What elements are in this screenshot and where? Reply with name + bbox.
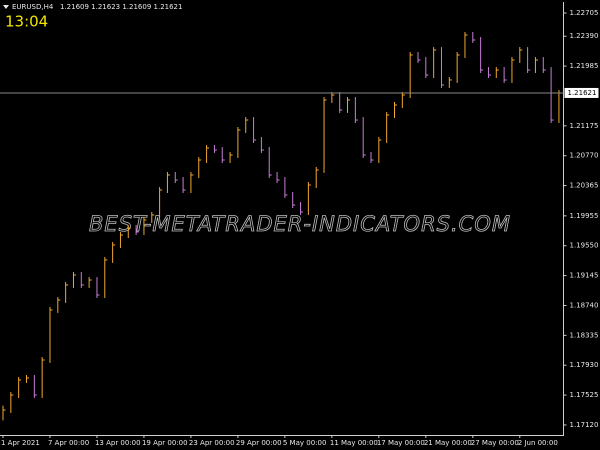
x-tick-label: 17 May 00:00 [377, 439, 425, 447]
price-label-box [564, 87, 599, 98]
y-tick-label: 1.21175 [570, 122, 599, 130]
price-label: 1.21621 [568, 89, 597, 97]
y-tick-label: 1.17120 [570, 421, 599, 429]
x-tick-label: 13 Apr 00:00 [95, 439, 141, 447]
x-tick-label: 21 May 00:00 [424, 439, 472, 447]
y-tick-label: 1.20770 [570, 152, 599, 160]
x-tick-label: 1 Apr 2021 [1, 439, 40, 447]
x-tick-label: 11 May 00:00 [330, 439, 378, 447]
y-tick-label: 1.17930 [570, 361, 599, 369]
clock: 13:04 [5, 13, 48, 31]
y-tick-label: 1.20365 [570, 182, 599, 190]
y-tick-label: 1.18740 [570, 301, 599, 309]
y-tick-label: 1.19550 [570, 242, 599, 250]
y-tick-label: 1.21985 [570, 62, 599, 70]
y-tick-label: 1.18335 [570, 331, 599, 339]
x-tick-label: 23 Apr 00:00 [189, 439, 235, 447]
x-tick-label: 7 Apr 00:00 [48, 439, 89, 447]
symbol: EURUSD,H4 [12, 3, 54, 11]
y-tick-label: 1.17525 [570, 391, 599, 399]
header-prices: 1.21609 1.21623 1.21609 1.21621 [60, 3, 182, 11]
x-tick-label: 29 Apr 00:00 [236, 439, 282, 447]
x-tick-label: 5 May 00:00 [283, 439, 327, 447]
x-tick-label: 19 Apr 00:00 [142, 439, 188, 447]
y-tick-label: 1.22705 [570, 9, 599, 17]
menu-arrow [3, 5, 9, 9]
y-tick-label: 1.22390 [570, 32, 599, 40]
y-tick-label: 1.19955 [570, 212, 599, 220]
x-tick-label: 2 Jun 00:00 [518, 439, 558, 447]
x-tick-label: 27 May 00:00 [471, 439, 519, 447]
y-tick-label: 1.19145 [570, 272, 599, 280]
watermark: BEST-METATRADER-INDICATORS.COM [89, 212, 511, 236]
